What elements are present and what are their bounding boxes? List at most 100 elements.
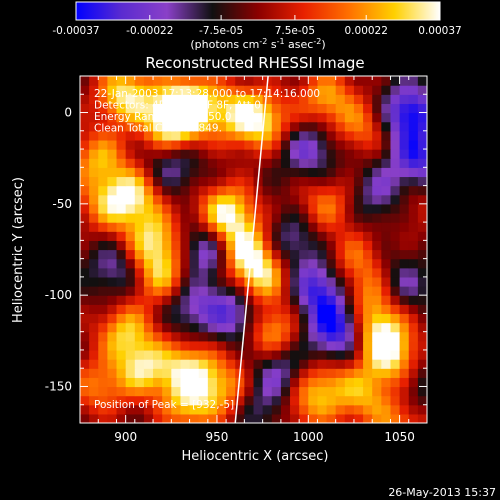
heatmap-cell	[134, 203, 145, 214]
heatmap-cell	[107, 322, 118, 333]
heatmap-cell	[299, 158, 309, 168]
heatmap-cell	[162, 176, 172, 187]
heatmap-cell	[335, 304, 346, 315]
heatmap-cell	[134, 304, 145, 315]
heatmap-cell	[408, 258, 419, 269]
heatmap-cell	[216, 149, 227, 159]
heatmap-cell	[417, 304, 427, 315]
colorbar-tick-label: -0.00037	[52, 25, 99, 37]
heatmap-cell	[107, 103, 118, 114]
heatmap-cell	[299, 231, 309, 241]
heatmap-cell	[143, 85, 154, 95]
heatmap-cell	[153, 295, 163, 305]
heatmap-cell	[308, 331, 319, 342]
heatmap-cell	[353, 149, 364, 159]
heatmap-cell	[143, 286, 154, 296]
heatmap-cell	[317, 276, 328, 287]
heatmap-cell	[244, 231, 255, 241]
heatmap-cell	[308, 176, 319, 187]
heatmap-cell	[363, 231, 373, 241]
heatmap-cell	[390, 176, 401, 187]
heatmap-cell	[198, 121, 209, 132]
heatmap-cell	[417, 139, 427, 150]
heatmap-cell	[353, 295, 364, 305]
heatmap-cell	[235, 103, 245, 114]
heatmap-cell	[335, 212, 346, 223]
heatmap-cell	[399, 331, 410, 342]
heatmap-cell	[326, 359, 337, 369]
heatmap-cell	[417, 149, 427, 159]
heatmap-cell	[198, 331, 209, 342]
heatmap-cell	[80, 149, 90, 159]
heatmap-cell	[98, 185, 108, 196]
heatmap-cell	[244, 76, 255, 86]
heatmap-cell	[353, 359, 364, 369]
heatmap-cell	[390, 286, 401, 296]
heatmap-cell	[290, 267, 300, 278]
heatmap-cell	[335, 258, 346, 269]
heatmap-cell	[317, 139, 328, 150]
heatmap-cell	[399, 222, 410, 232]
heatmap-cell	[280, 176, 291, 187]
heatmap-cell	[280, 76, 291, 86]
heatmap-cell	[189, 304, 200, 315]
heatmap-cell	[143, 258, 154, 269]
heatmap-cell	[280, 130, 291, 141]
heatmap-cell	[335, 158, 346, 168]
heatmap-cell	[207, 267, 218, 278]
heatmap-cell	[134, 377, 145, 388]
heatmap-cell	[98, 331, 108, 342]
heatmap-cell	[116, 212, 127, 223]
heatmap-cell	[134, 212, 145, 223]
heatmap-cell	[134, 240, 145, 251]
heatmap-cell	[399, 286, 410, 296]
heatmap-cell	[235, 331, 245, 342]
heatmap-cell	[353, 139, 364, 150]
heatmap-cell	[353, 413, 364, 423]
heatmap-cell	[326, 413, 337, 423]
heatmap-cell	[308, 158, 319, 168]
heatmap-cell	[244, 304, 255, 315]
heatmap-cell	[363, 349, 373, 360]
heatmap-cell	[271, 149, 282, 159]
heatmap-cell	[271, 386, 282, 397]
heatmap-cell	[271, 176, 282, 187]
heatmap-cell	[417, 231, 427, 241]
heatmap-cell	[244, 149, 255, 159]
heatmap-cell	[372, 139, 382, 150]
heatmap-cell	[363, 76, 373, 86]
heatmap-cell	[89, 395, 99, 406]
heatmap-cell	[162, 139, 172, 150]
heatmap-cell	[335, 203, 346, 214]
heatmap-cell	[89, 158, 99, 168]
heatmap-cell	[417, 313, 427, 324]
heatmap-cell	[253, 404, 264, 415]
heatmap-cell	[116, 313, 127, 324]
heatmap-cell	[290, 185, 300, 196]
heatmap-cell	[143, 386, 154, 397]
heatmap-cell	[308, 85, 319, 95]
heatmap-cell	[143, 395, 154, 406]
heatmap-cell	[344, 276, 355, 287]
heatmap-cell	[271, 103, 282, 114]
heatmap-cell	[226, 258, 236, 269]
heatmap-cell	[226, 176, 236, 187]
heatmap-cell	[417, 85, 427, 95]
heatmap-cell	[353, 368, 364, 378]
heatmap-cell	[89, 359, 99, 369]
heatmap-cell	[244, 295, 255, 305]
heatmap-cell	[353, 121, 364, 132]
heatmap-cell	[290, 240, 300, 251]
heatmap-cell	[417, 76, 427, 86]
heatmap-cell	[207, 313, 218, 324]
heatmap-cell	[363, 85, 373, 95]
heatmap-cell	[153, 377, 163, 388]
heatmap-cell	[326, 340, 337, 351]
heatmap-cell	[299, 368, 309, 378]
heatmap-cell	[189, 295, 200, 305]
heatmap-cell	[153, 139, 163, 150]
heatmap-cell	[125, 413, 136, 423]
heatmap-cell	[235, 212, 245, 223]
heatmap-cell	[207, 212, 218, 223]
